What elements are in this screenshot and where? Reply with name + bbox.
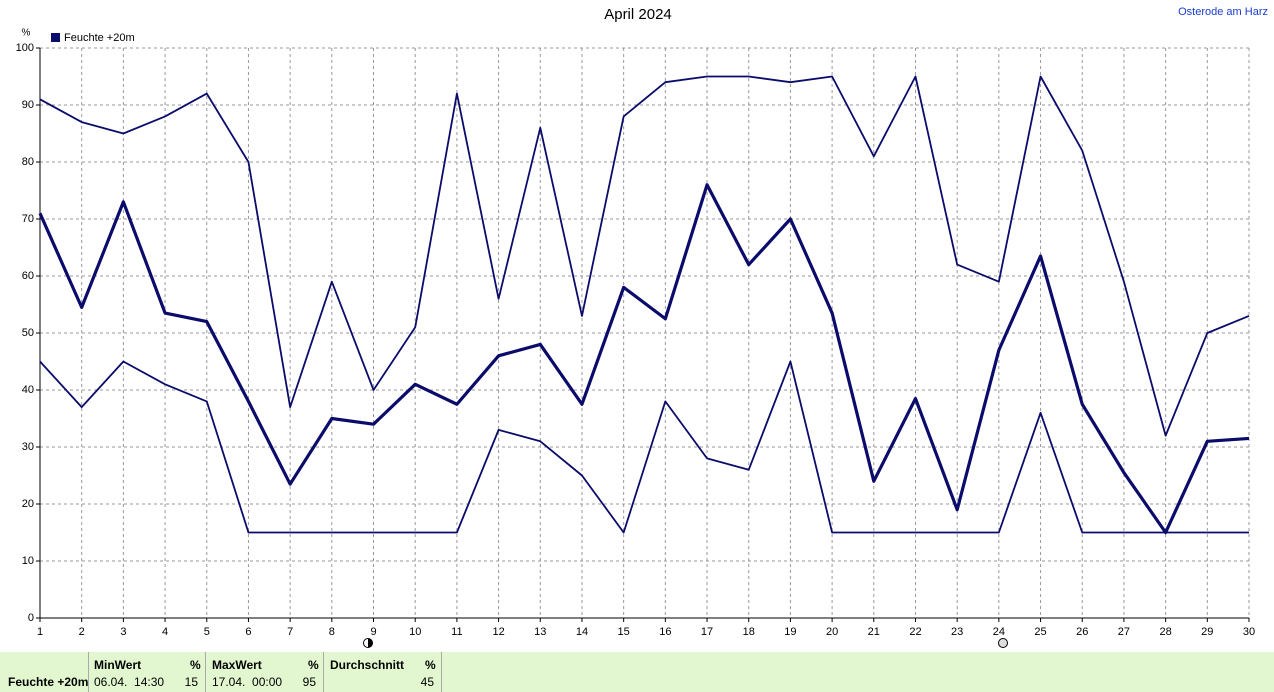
- x-tick-label: 10: [409, 626, 421, 638]
- x-tick-label: 6: [245, 626, 251, 638]
- summary-label: Feuchte +20m: [8, 675, 89, 689]
- y-tick-label: 50: [22, 327, 34, 339]
- x-tick-label: 7: [287, 626, 293, 638]
- x-tick-label: 23: [951, 626, 963, 638]
- y-tick-label: 100: [16, 42, 34, 54]
- x-tick-label: 22: [909, 626, 921, 638]
- y-tick-label: 70: [22, 213, 34, 225]
- min-unit: %: [190, 658, 201, 672]
- x-tick-label: 15: [618, 626, 630, 638]
- max-header: MaxWert: [212, 658, 262, 672]
- avg-unit: %: [425, 658, 436, 672]
- x-tick-label: 16: [659, 626, 671, 638]
- x-tick-label: 20: [826, 626, 838, 638]
- location: Osterode am Harz: [1178, 6, 1268, 18]
- x-tick-label: 14: [576, 626, 588, 638]
- min-time: 06.04. 14:30: [94, 675, 165, 689]
- x-tick-label: 5: [204, 626, 210, 638]
- y-unit: %: [22, 28, 31, 39]
- summary-panel: Feuchte +20m MinWert % 06.04. 14:30 15 M…: [0, 652, 1274, 692]
- y-tick-label: 0: [28, 612, 34, 624]
- x-tick-label: 17: [701, 626, 713, 638]
- data-line: [39, 360, 1249, 534]
- x-tick-label: 28: [1159, 626, 1171, 638]
- x-tick-label: 13: [534, 626, 546, 638]
- y-tick-label: 30: [22, 441, 34, 453]
- max-time: 17.04. 00:00: [212, 675, 283, 689]
- y-tick-label: 40: [22, 384, 34, 396]
- x-tick-label: 27: [1118, 626, 1130, 638]
- data-line: [38, 183, 1250, 535]
- y-tick-label: 60: [22, 270, 34, 282]
- x-tick-label: 12: [492, 626, 504, 638]
- x-tick-label: 2: [79, 626, 85, 638]
- x-tick-label: 4: [162, 626, 168, 638]
- min-header: MinWert: [94, 658, 142, 672]
- avg-header: Durchschnitt: [330, 658, 405, 672]
- avg-value: 45: [420, 675, 434, 689]
- x-tick-label: 21: [868, 626, 880, 638]
- chart-title: April 2024: [604, 6, 672, 23]
- x-tick-label: 11: [451, 626, 462, 638]
- x-tick-label: 3: [120, 626, 126, 638]
- y-tick-label: 90: [22, 99, 34, 111]
- x-tick-label: 8: [329, 626, 335, 638]
- y-tick-label: 20: [22, 498, 34, 510]
- x-tick-label: 1: [37, 626, 43, 638]
- moon-icons: [363, 638, 1008, 648]
- legend-label: Feuchte +20m: [64, 32, 135, 44]
- data-line: [39, 75, 1250, 437]
- max-value: 95: [302, 675, 316, 689]
- y-tick-label: 80: [22, 156, 34, 168]
- x-tick-label: 30: [1243, 626, 1255, 638]
- x-tick-label: 25: [1034, 626, 1046, 638]
- max-unit: %: [308, 658, 319, 672]
- chart: April 2024 Osterode am Harz % Feuchte +2…: [16, 6, 1268, 648]
- min-value: 15: [184, 675, 198, 689]
- x-tick-label: 24: [993, 626, 1005, 638]
- x-tick-label: 18: [743, 626, 755, 638]
- x-tick-label: 29: [1201, 626, 1213, 638]
- x-tick-label: 9: [370, 626, 376, 638]
- y-tick-label: 10: [22, 555, 34, 567]
- x-tick-label: 19: [784, 626, 796, 638]
- legend-swatch: [51, 33, 60, 42]
- x-tick-label: 26: [1076, 626, 1088, 638]
